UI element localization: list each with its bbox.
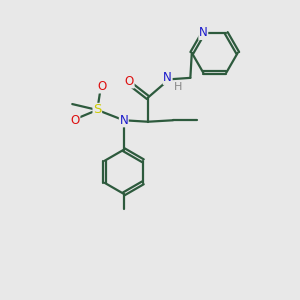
Text: H: H — [174, 82, 183, 92]
Text: S: S — [93, 103, 101, 116]
Text: N: N — [163, 71, 172, 84]
Text: O: O — [97, 80, 106, 93]
Text: O: O — [70, 114, 80, 127]
Text: N: N — [119, 114, 128, 127]
Text: N: N — [199, 26, 208, 39]
Text: O: O — [125, 75, 134, 88]
